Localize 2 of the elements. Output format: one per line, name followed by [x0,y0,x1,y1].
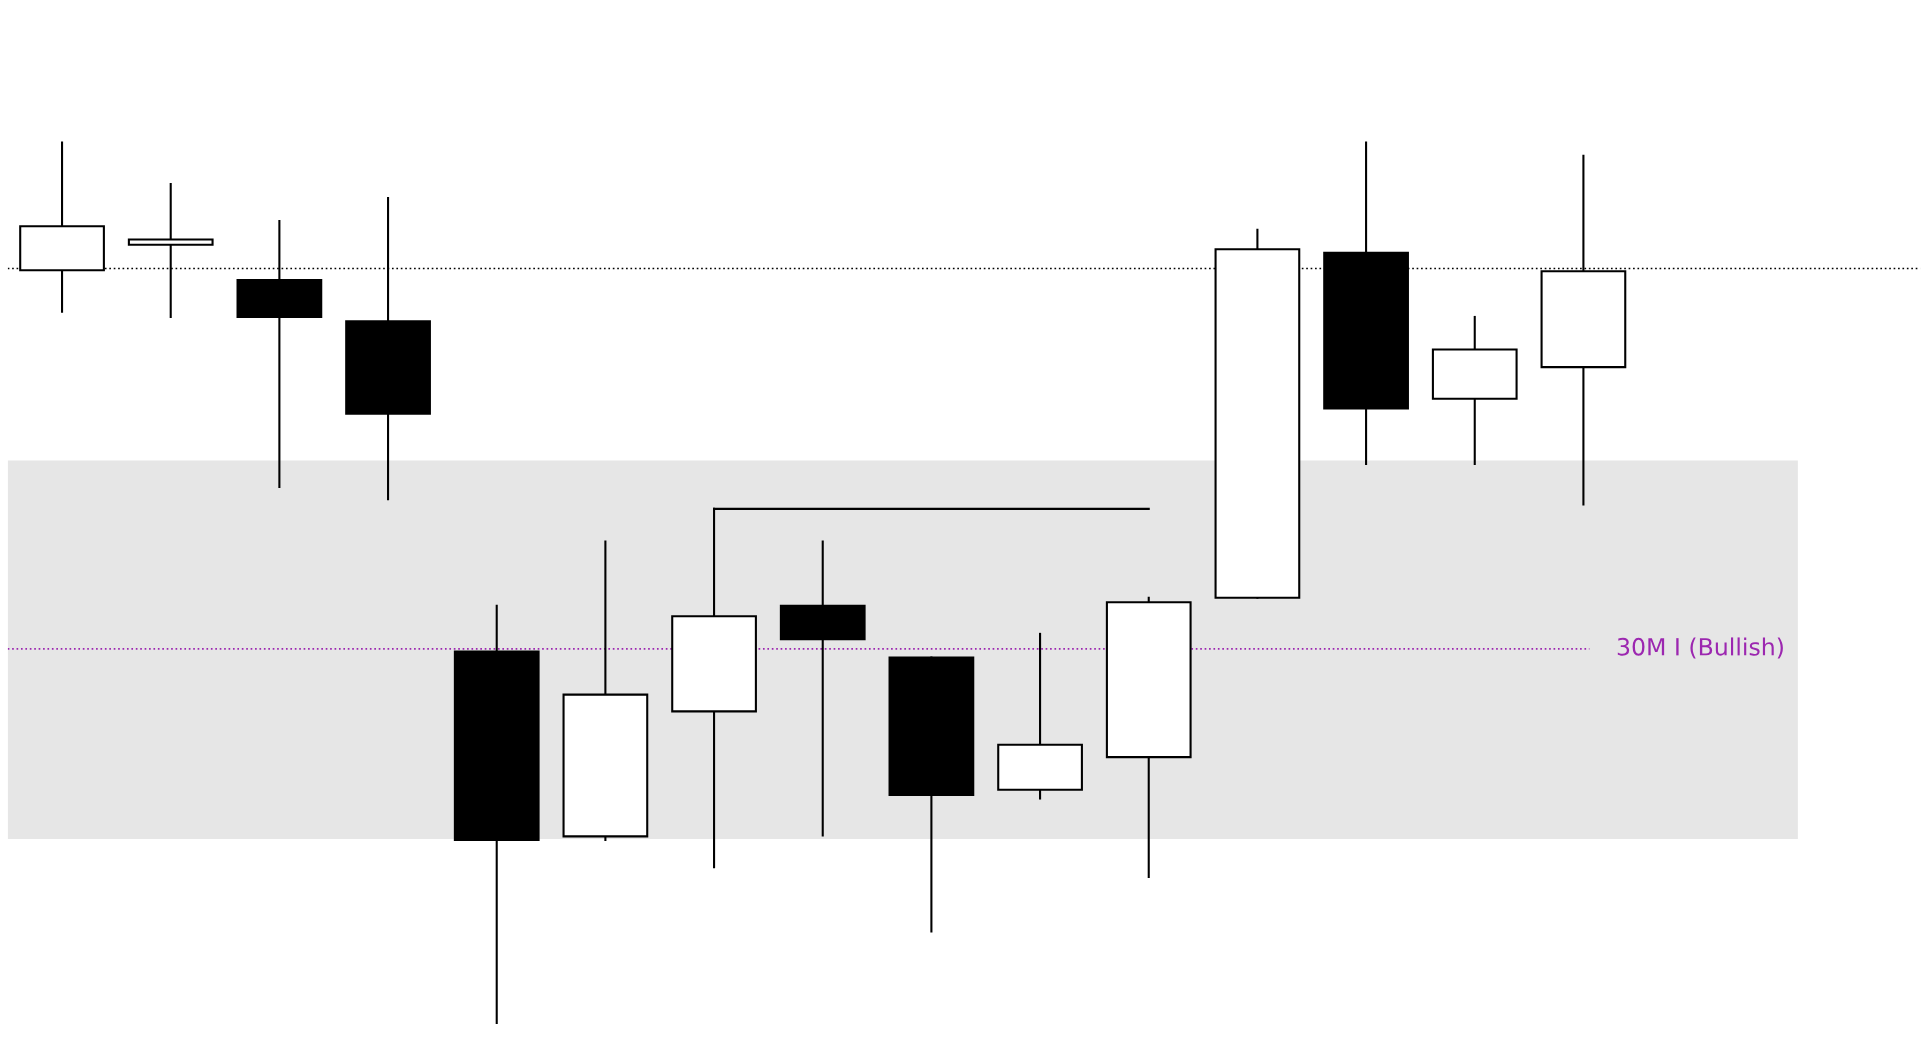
ref-line-label: 30M I (Bullish) [1617,637,1783,659]
candlestick [779,540,866,837]
